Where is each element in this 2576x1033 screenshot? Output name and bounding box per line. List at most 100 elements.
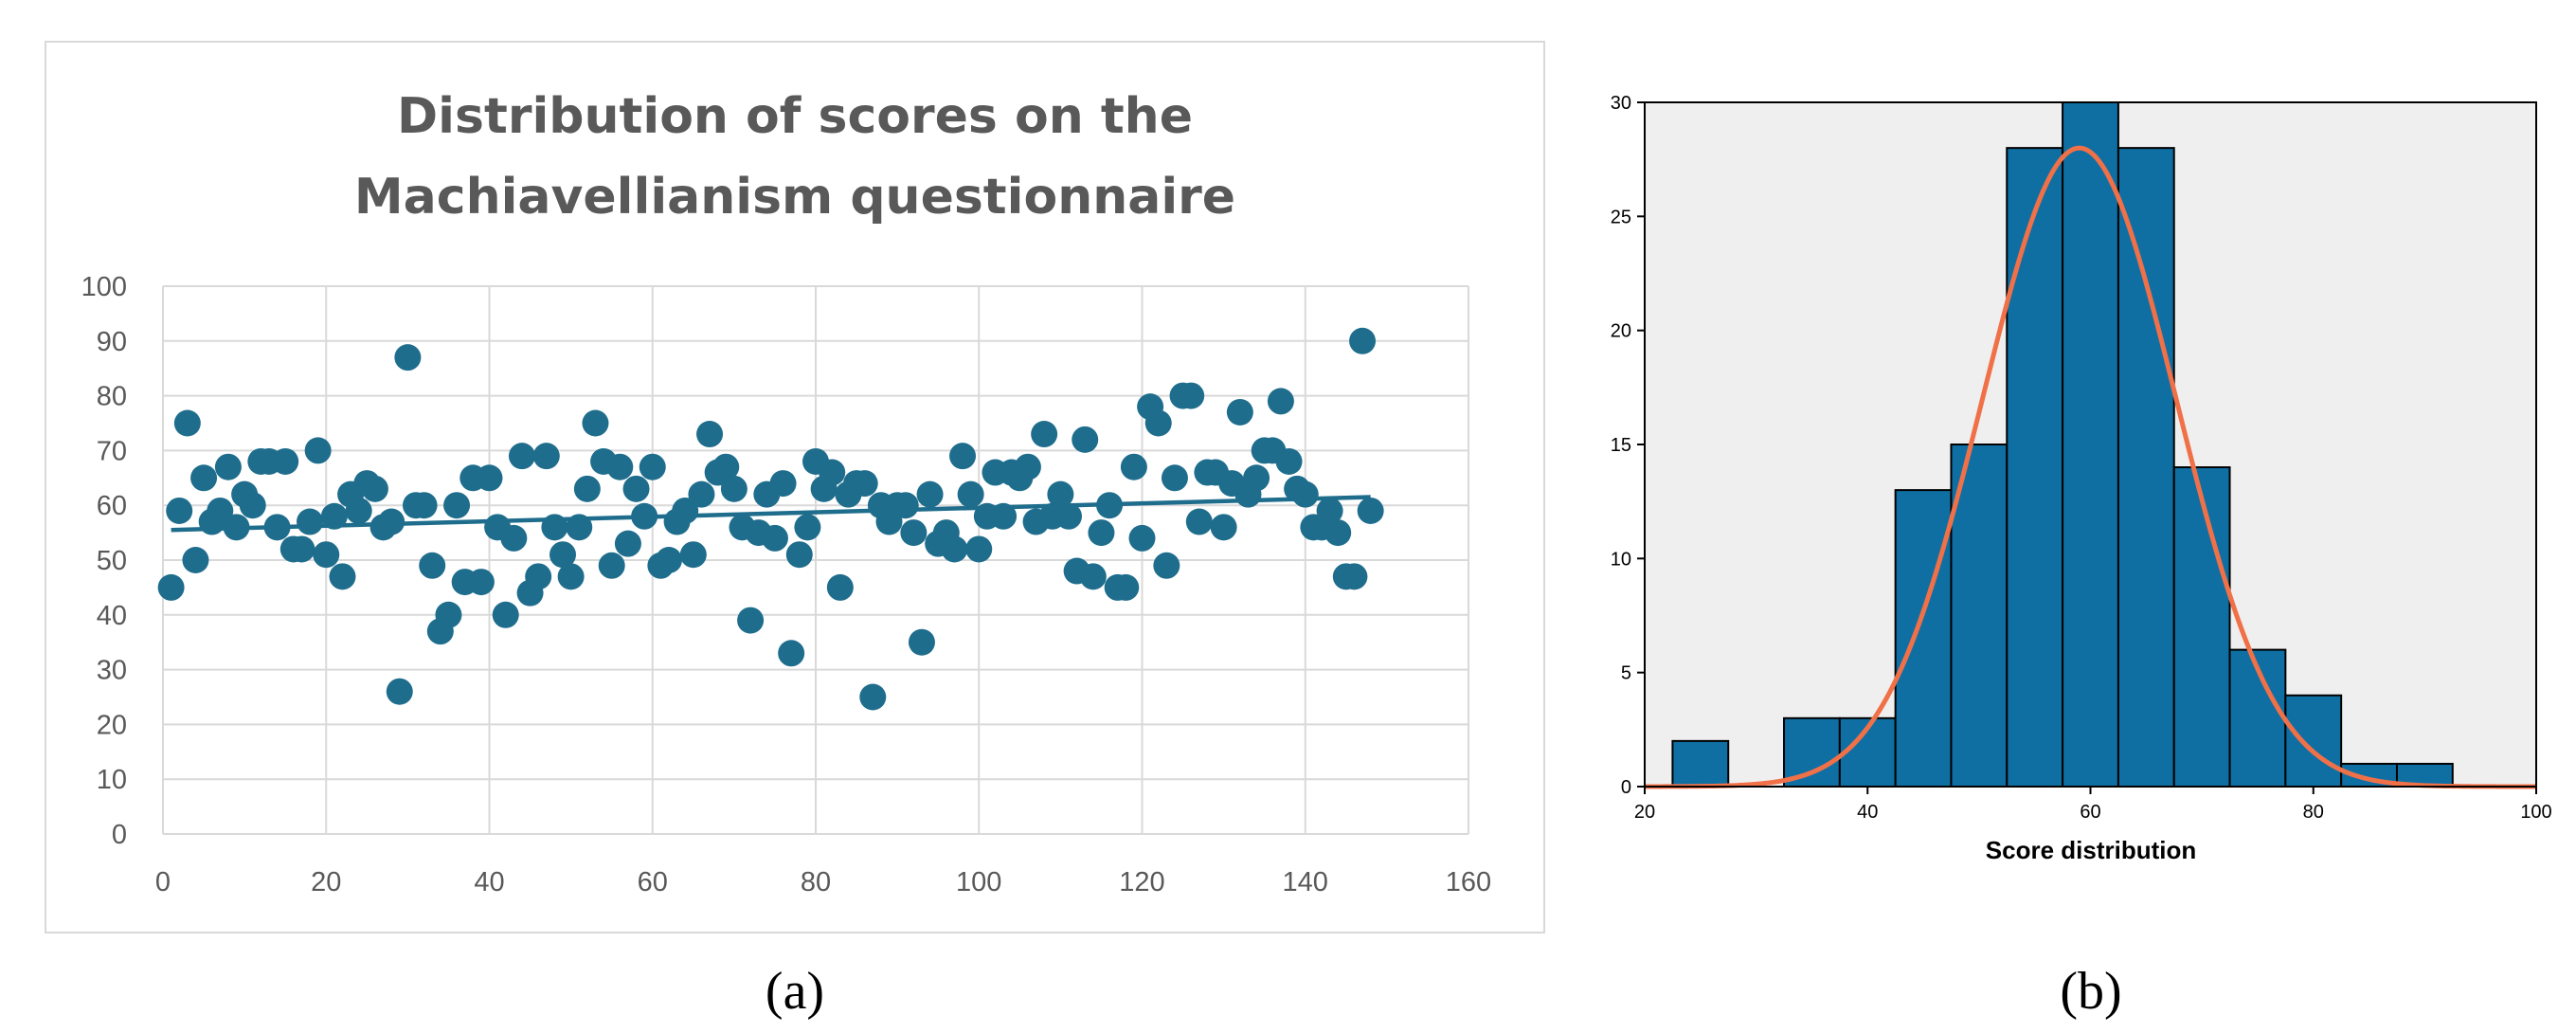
chart-a-point (166, 497, 193, 524)
chart-b-x-tick-label: 100 (2520, 802, 2551, 823)
chart-a-point (1096, 492, 1124, 519)
chart-a-point (394, 344, 422, 372)
chart-b-x-tick-label: 40 (1857, 802, 1878, 823)
chart-a-point (476, 464, 503, 492)
chart-a-point (1128, 524, 1156, 552)
chart-a-point (1112, 573, 1140, 601)
chart-a-x-tick-label: 140 (1283, 867, 1328, 897)
chart-a-y-tick-label: 40 (97, 601, 127, 631)
chart-a-point (1357, 497, 1384, 524)
chart-a-point (304, 437, 332, 464)
chart-a-point (566, 514, 593, 541)
chart-a-y-tick-label: 30 (97, 656, 127, 686)
chart-a-point (819, 459, 846, 486)
chart-b-x-axis-label: Score distribution (1986, 836, 2196, 864)
chart-a-point (900, 519, 928, 547)
chart-a-title-line-2: Machiavellianism questionnaire (354, 169, 1235, 226)
chart-b-bar (1950, 444, 2009, 788)
panel-b: 0 5 10 15 20 25 30 20 40 60 80 100 Score distribut… (1611, 93, 2552, 864)
chart-a-y-tick-label: 60 (97, 491, 127, 521)
chart-b-x-tick-label: 60 (2080, 802, 2100, 823)
chart-a-point (761, 524, 788, 552)
chart-a-point (778, 640, 805, 667)
chart-a-point (1161, 464, 1188, 492)
chart-b-bar (2062, 101, 2119, 788)
chart-a-y-tick-label: 20 (97, 710, 127, 740)
chart-a-point (386, 678, 413, 705)
chart-b-y-tick-label: 15 (1611, 435, 1631, 456)
chart-a-point (622, 475, 650, 502)
chart-a-point (492, 601, 519, 628)
chart-b-x-tick-labels: 20 40 60 80 100 (1634, 802, 2552, 823)
chart-a-point (1185, 508, 1213, 535)
chart-a-point (1267, 388, 1294, 415)
chart-b-y-tick-labels: 0 5 10 15 20 25 30 (1611, 93, 1631, 798)
chart-a-point (1144, 409, 1172, 437)
chart-a-point (859, 683, 887, 711)
chart-a-x-tick-label: 40 (474, 867, 504, 897)
chart-b-bars (1671, 101, 2454, 788)
chart-a-point (1178, 382, 1205, 409)
chart-a-y-tick-label: 0 (112, 820, 127, 850)
chart-a-point (1291, 480, 1319, 508)
chart-a-y-tick-label: 80 (97, 382, 127, 412)
chart-a-point (329, 563, 356, 590)
panel-label-a: (a) (766, 962, 824, 1021)
chart-b-bar (1894, 489, 1953, 788)
chart-a-point (239, 492, 266, 519)
chart-b-normal-curve-group (1645, 145, 2536, 789)
chart-a-point (313, 541, 340, 569)
chart-b-bar (1783, 716, 1841, 788)
chart-a-point (541, 514, 568, 541)
chart-a-y-tick-label: 10 (97, 765, 127, 795)
chart-a-point (532, 443, 560, 470)
chart-b-bar (1671, 739, 1730, 788)
chart-a-title-line-1: Distribution of scores on the (397, 88, 1193, 145)
chart-b-x-tick-label: 20 (1634, 802, 1655, 823)
chart-a-point (508, 443, 535, 470)
chart-a-x-tick-label: 100 (956, 867, 1001, 897)
chart-a-x-tick-label: 80 (801, 867, 831, 897)
chart-a-point (361, 475, 388, 502)
chart-a-point (892, 492, 919, 519)
chart-a-point (851, 470, 878, 498)
chart-a-point (1349, 327, 1377, 354)
chart-a-point (557, 563, 585, 590)
chart-a-point (631, 502, 658, 530)
chart-a-point (190, 464, 218, 492)
chart-b-y-tick-label: 25 (1611, 207, 1631, 227)
chart-a-point (712, 453, 740, 480)
chart-a-x-tick-label: 60 (638, 867, 668, 897)
chart-a-point (794, 514, 821, 541)
chart-a-point (582, 409, 609, 437)
chart-b-bar (2284, 694, 2343, 788)
chart-a-point (1079, 563, 1107, 590)
chart-a-point (1153, 552, 1180, 579)
chart-a-y-tick-label: 90 (97, 327, 127, 357)
chart-a-point (378, 508, 405, 535)
chart-a-point (525, 563, 552, 590)
chart-a-point (263, 514, 291, 541)
chart-a-point (182, 547, 209, 573)
chart-a-point (639, 453, 666, 480)
chart-a-point (1054, 502, 1082, 530)
chart-a-point (598, 552, 625, 579)
chart-a-point (214, 453, 242, 480)
chart-a-point (737, 607, 765, 634)
chart-a-x-tick-label: 120 (1119, 867, 1164, 897)
chart-a-point (606, 453, 634, 480)
chart-a-point (1275, 447, 1303, 475)
chart-a-point (679, 541, 707, 569)
panel-label-b: (b) (2060, 962, 2121, 1021)
chart-a-point (410, 492, 438, 519)
chart-a-x-tick-labels: 0 20 40 60 80 100 120 140 160 (155, 867, 1491, 897)
panel-a: Distribution of scores on the Machiavell… (45, 41, 1545, 933)
chart-a-point (1243, 464, 1270, 492)
chart-b-bar (2006, 147, 2064, 788)
chart-a-point (1226, 398, 1253, 426)
chart-b-x-tick-label: 80 (2303, 802, 2324, 823)
chart-a-point (272, 447, 299, 475)
chart-b-y-tick-label: 30 (1611, 93, 1631, 114)
chart-a-point (1324, 519, 1352, 547)
